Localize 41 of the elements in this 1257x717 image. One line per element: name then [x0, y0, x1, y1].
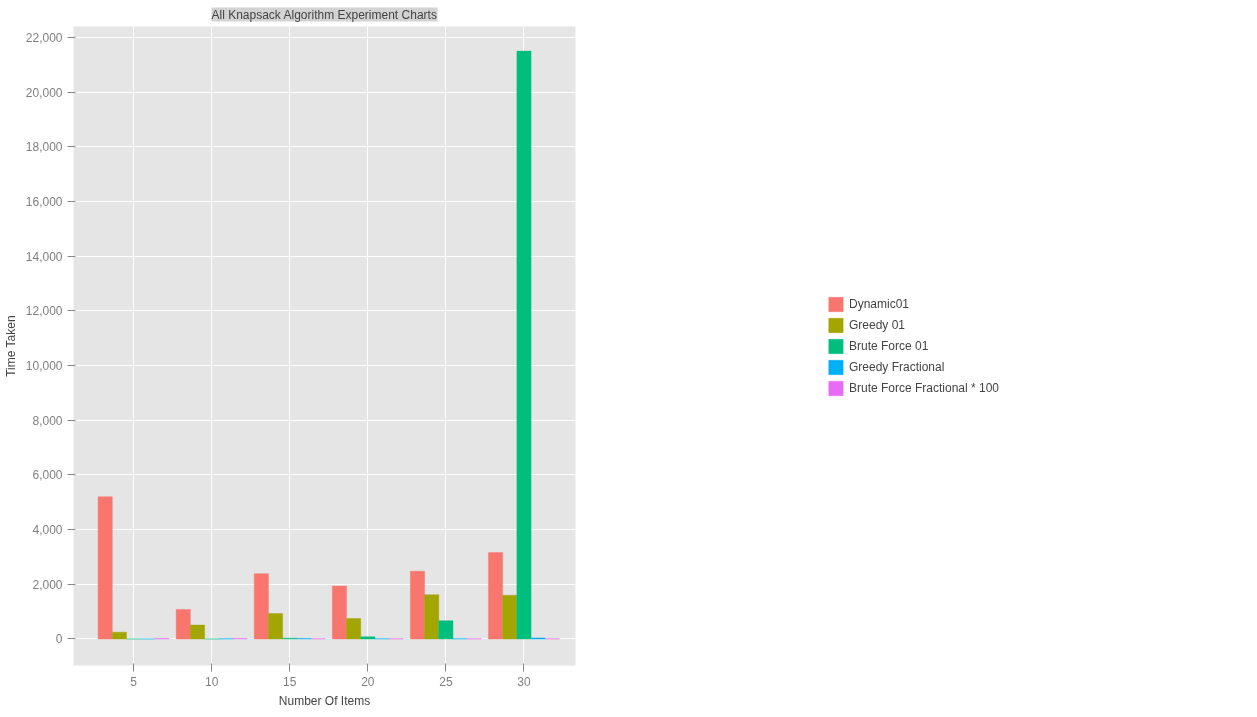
y-tick-label: 8,000: [32, 413, 63, 428]
x-axis-title: Number Of Items: [278, 693, 371, 708]
bar: [424, 594, 440, 640]
y-tick-label: 2,000: [32, 577, 63, 592]
bar: [487, 552, 504, 640]
bar: [189, 624, 206, 640]
y-tick-label: 10,000: [25, 359, 63, 374]
legend-label: Brute Force Fractional * 100: [848, 380, 1000, 395]
bar: [360, 636, 376, 640]
bar: [331, 585, 348, 640]
chart-title: All Knapsack Algorithm Experiment Charts: [211, 7, 437, 22]
legend-label: Brute Force 01: [848, 338, 929, 353]
y-tick-label: 12,000: [25, 304, 63, 319]
x-tick-label: 20: [361, 674, 375, 689]
y-tick-label: 14,000: [25, 249, 63, 264]
y-tick-label: 6,000: [32, 468, 63, 483]
x-tick-label: 10: [205, 674, 219, 689]
y-tick-label: 0: [55, 632, 63, 647]
bar: [409, 570, 426, 640]
bar: [516, 50, 532, 640]
y-tick-label: 22,000: [25, 30, 63, 45]
x-tick-label: 5: [130, 674, 138, 689]
bar: [438, 620, 454, 640]
y-tick-label: 20,000: [25, 85, 63, 100]
x-tick-label: 15: [283, 674, 297, 689]
bar: [253, 573, 269, 640]
legend-label: Dynamic01: [848, 296, 909, 311]
y-tick-label: 4,000: [32, 523, 63, 538]
y-tick-label: 18,000: [25, 140, 63, 155]
bar: [175, 608, 191, 640]
bar: [97, 496, 113, 640]
legend-label: Greedy Fractional: [848, 359, 945, 374]
y-tick-label: 16,000: [25, 194, 63, 209]
y-axis-title: Time Taken: [3, 315, 18, 377]
legend-label: Greedy 01: [848, 317, 906, 332]
bar: [111, 631, 128, 640]
x-tick-label: 25: [439, 674, 453, 689]
bar: [502, 594, 518, 640]
bar: [267, 613, 284, 640]
bar: [346, 617, 362, 640]
x-tick-label: 30: [517, 674, 531, 689]
